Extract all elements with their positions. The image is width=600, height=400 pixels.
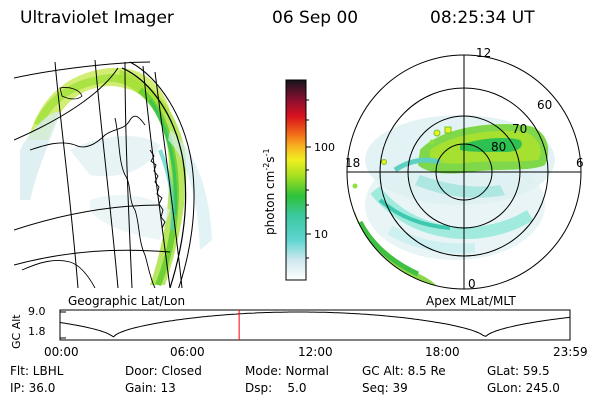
- info-glon: GLon: 245.0: [487, 381, 560, 395]
- info-dsp: Dsp: 5.0: [245, 381, 307, 395]
- mlat-label-60: 60: [537, 98, 553, 112]
- time-tick-4: 23:59: [553, 345, 588, 359]
- colorbar: [285, 79, 311, 281]
- alt-tick-top: 9.0: [28, 305, 46, 318]
- altitude-curve: [59, 311, 571, 338]
- polar-plot: [346, 54, 582, 290]
- info-door: Door: Closed: [125, 364, 202, 378]
- info-mode: Mode: Normal: [245, 364, 329, 378]
- time-tick-0: 00:00: [44, 345, 79, 359]
- info-gc-alt: GC Alt: 8.5 Re: [362, 364, 446, 378]
- mlt-label-6: 6: [576, 156, 584, 170]
- altitude-plot: [59, 309, 571, 341]
- time-tick-1: 06:00: [170, 345, 205, 359]
- info-glat: GLat: 59.5: [487, 364, 550, 378]
- left-panel-label: Geographic Lat/Lon: [68, 294, 186, 308]
- mlat-label-70: 70: [512, 122, 528, 136]
- instrument-title: Ultraviolet Imager: [20, 8, 174, 28]
- mlat-label-80: 80: [491, 140, 507, 154]
- mlt-label-12: 12: [476, 46, 492, 60]
- mlt-label-0: 0: [468, 277, 476, 291]
- time-label: 08:25:34 UT: [430, 8, 535, 28]
- time-tick-3: 18:00: [425, 345, 460, 359]
- alt-tick-bottom: 1.8: [28, 325, 46, 338]
- right-panel-label: Apex MLat/MLT: [426, 294, 516, 308]
- geographic-map: [14, 59, 212, 288]
- colorbar-tick-100: 100: [314, 141, 335, 154]
- info-ip: IP: 36.0: [10, 381, 56, 395]
- time-tick-2: 12:00: [298, 345, 333, 359]
- info-seq: Seq: 39: [362, 381, 408, 395]
- info-flt: Flt: LBHL: [10, 364, 64, 378]
- colorbar-tick-10: 10: [314, 228, 328, 241]
- colorbar-unit-label: photon cm-2s-1: [262, 148, 277, 235]
- date-label: 06 Sep 00: [272, 8, 359, 28]
- altitude-axis-label: GC Alt: [10, 314, 23, 349]
- mlt-label-18: 18: [345, 156, 361, 170]
- info-gain: Gain: 13: [125, 381, 176, 395]
